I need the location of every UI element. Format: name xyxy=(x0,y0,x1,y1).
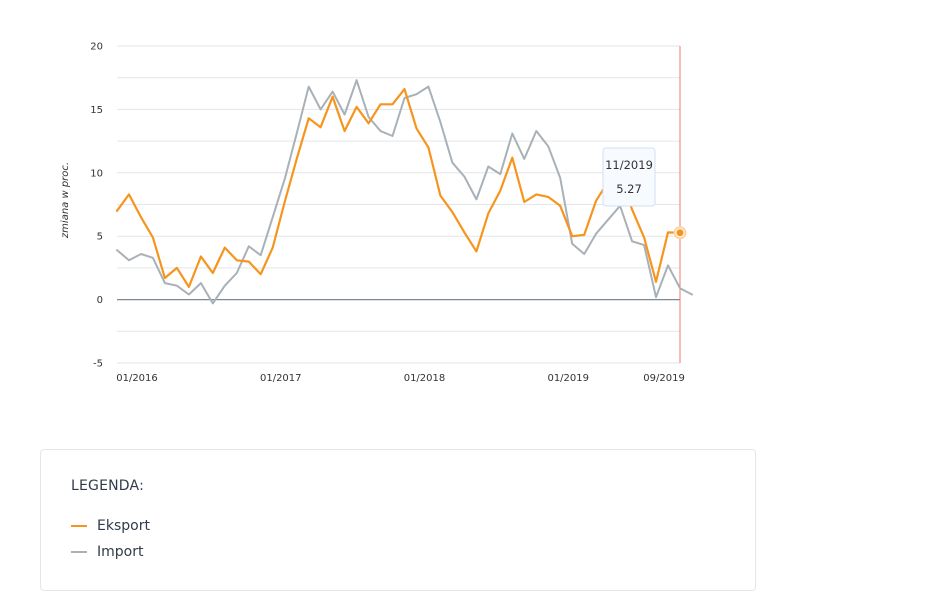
x-tick-label: 01/2019 xyxy=(547,373,589,384)
legend-swatch-eksport xyxy=(71,525,87,527)
x-tick-label: 09/2019 xyxy=(643,373,685,384)
series-line-import[interactable] xyxy=(116,79,693,305)
tooltip-value: 5.27 xyxy=(616,182,642,196)
y-axis-label: zmiana w proc. xyxy=(60,162,71,239)
hover-marker[interactable] xyxy=(673,226,687,240)
x-tick-label: 01/2018 xyxy=(404,373,446,384)
legend-label-eksport: Eksport xyxy=(97,518,150,534)
marker-point[interactable] xyxy=(675,228,685,238)
y-tick-label: 20 xyxy=(90,42,103,53)
y-tick-label: 0 xyxy=(97,295,103,306)
line-chart: 20 15 10 5 0 -5 zmiana w proc. 01/2016 01/2017… xyxy=(60,42,693,384)
legend-panel: LEGENDA: Eksport Import xyxy=(40,449,756,591)
tooltip-box xyxy=(602,147,656,207)
x-tick-label: 01/2016 xyxy=(116,373,158,384)
chart-series[interactable] xyxy=(115,79,693,305)
legend-item-eksport[interactable]: Eksport xyxy=(71,516,150,536)
data-tooltip: 11/2019 5.27 xyxy=(602,147,656,207)
y-tick-label: 5 xyxy=(97,232,103,243)
y-tick-label: 15 xyxy=(90,105,103,116)
legend-swatch-import xyxy=(71,551,87,553)
x-tick-label: 01/2017 xyxy=(260,373,302,384)
tooltip-date: 11/2019 xyxy=(605,158,653,172)
legend-item-import[interactable]: Import xyxy=(71,542,143,562)
x-axis-ticks: 01/2016 01/2017 01/2018 01/2019 09/2019 xyxy=(116,373,685,384)
y-axis-ticks: 20 15 10 5 0 -5 xyxy=(90,42,103,370)
legend-title: LEGENDA: xyxy=(71,478,144,494)
series-line-eksport[interactable] xyxy=(115,87,682,288)
y-tick-label: -5 xyxy=(93,359,103,370)
y-tick-label: 10 xyxy=(90,168,103,179)
legend-label-import: Import xyxy=(97,544,144,560)
